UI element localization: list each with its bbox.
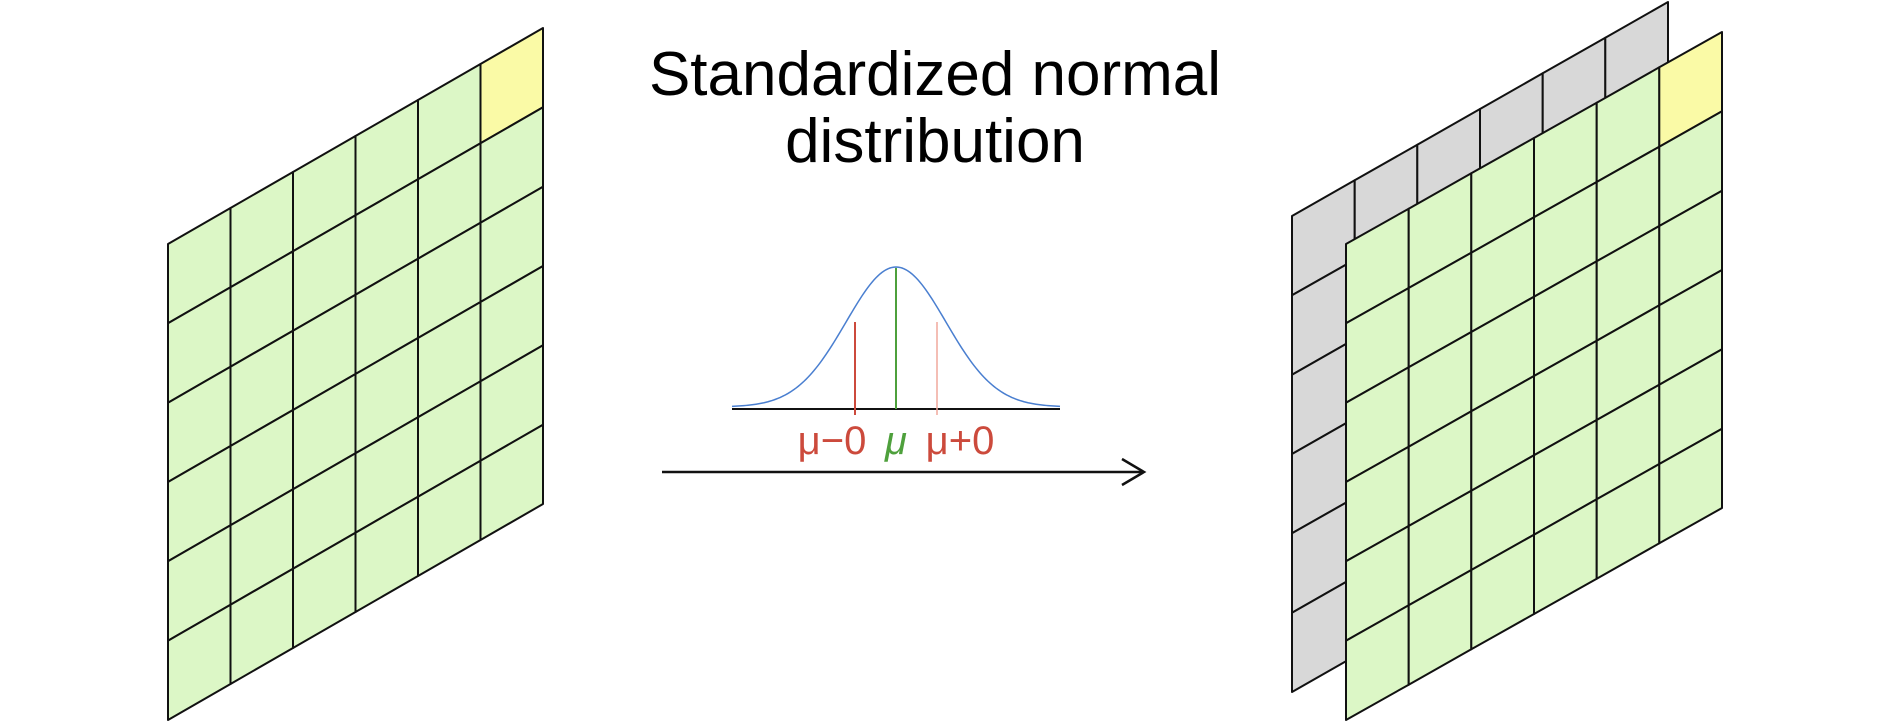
bell-curve [731, 266, 1061, 408]
label-mu-minus: μ−0 [798, 419, 867, 463]
diagram-title-line-2: distribution [785, 107, 1085, 176]
diagram-title-line-1: Standardized normal [649, 40, 1221, 109]
grid-cell [1658, 427, 1723, 545]
label-mu: μ [884, 419, 907, 463]
input-feature-grid [167, 27, 544, 721]
arrow-head [1121, 457, 1147, 487]
label-mu-plus: μ+0 [926, 419, 995, 463]
transform-arrow [662, 457, 1147, 487]
normal-distribution-plot [731, 266, 1061, 415]
output-front-layer-grid [1345, 31, 1723, 721]
grid-cell [479, 423, 544, 541]
